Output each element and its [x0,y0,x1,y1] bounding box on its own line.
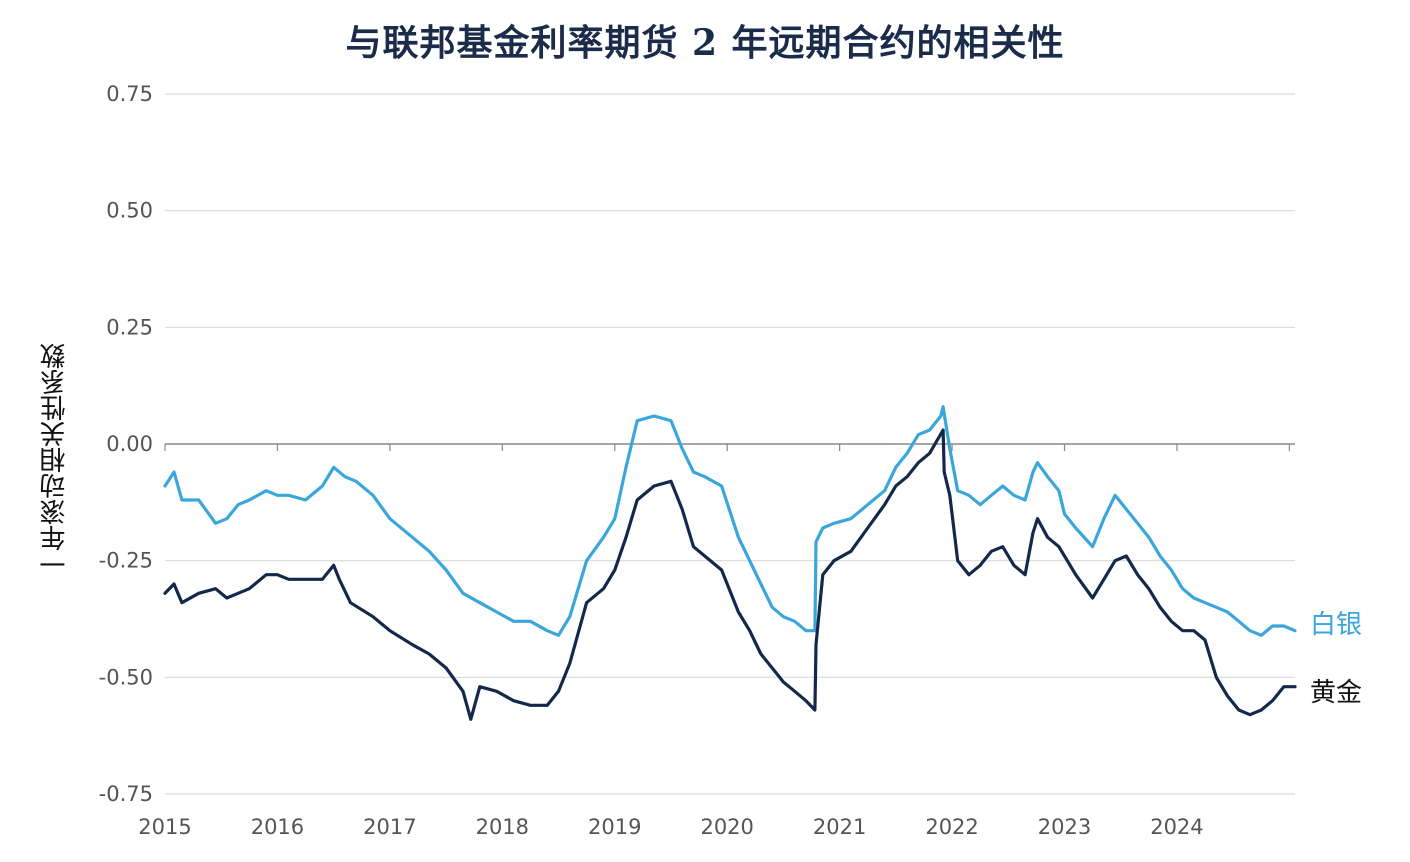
y-tick-label: 0.75 [106,82,153,106]
y-tick-label: 0.50 [106,199,153,223]
y-tick-label: -0.75 [99,782,153,806]
x-tick-label: 2020 [700,815,753,839]
y-tick-label: 0.25 [106,315,153,339]
x-tick-label: 2018 [476,815,529,839]
legend-label-gold: 黄金 [1310,678,1363,708]
x-tick-label: 2019 [588,815,641,839]
y-tick-label: 0.00 [106,432,153,456]
x-tick-label: 2022 [925,815,978,839]
y-tick-label: -0.25 [99,549,153,573]
chart-title: 与联邦基金利率期货 2 年远期合约的相关性 [345,22,1065,64]
x-tick-label: 2016 [251,815,304,839]
x-tick-label: 2023 [1038,815,1091,839]
x-tick-label: 2015 [138,815,191,839]
x-tick-label: 2021 [813,815,866,839]
x-tick-label: 2017 [363,815,416,839]
y-tick-label: -0.50 [99,665,153,689]
series-line-gold [163,428,1297,721]
x-tick-label: 2024 [1150,815,1203,839]
legend-label-silver: 白银 [1310,610,1363,640]
series-line-silver [163,405,1297,637]
